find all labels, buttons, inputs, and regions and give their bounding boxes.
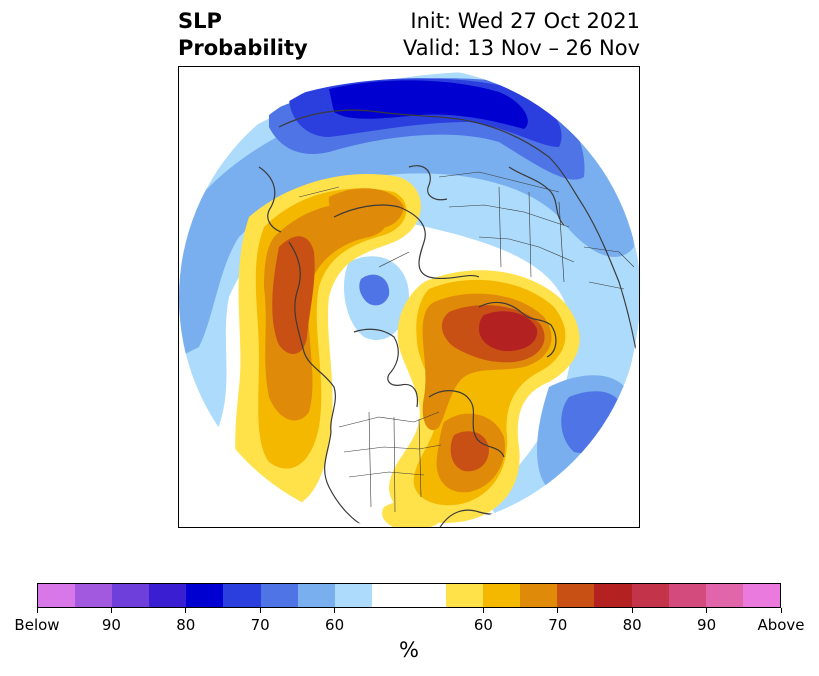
title-right: Init: Wed 27 Oct 2021 Valid: 13 Nov – 26… [403, 8, 640, 62]
colorbar-tick-label: 70 [548, 616, 568, 634]
colorbar-segment [371, 584, 409, 607]
colorbar-tick [780, 608, 782, 613]
above-80-atlantic [479, 311, 538, 352]
colorbar-segment [260, 584, 298, 607]
colorbar-tick-label: 80 [622, 616, 642, 634]
title-type: Probability [178, 36, 308, 60]
colorbar-segment [297, 584, 335, 607]
above-60-gulf [382, 500, 441, 527]
colorbar-segment [408, 584, 447, 607]
above-75-pacific [272, 236, 315, 355]
below-70-pacific [359, 274, 390, 306]
colorbar-tick [259, 608, 261, 613]
colorbar-segment [186, 584, 224, 607]
colorbar-segment [705, 584, 743, 607]
political-boundaries [298, 171, 635, 513]
colorbar-segment [446, 584, 484, 607]
colorbar-tick-label: 60 [325, 616, 345, 634]
colorbar-tick-label: 60 [473, 616, 493, 634]
colorbar-unit-label: % [399, 638, 419, 662]
map-panel [178, 66, 640, 528]
below-80-region [329, 80, 528, 129]
colorbar-tick-label: Below [14, 616, 60, 634]
probability-map [179, 67, 639, 527]
colorbar-tick-label: Above [757, 616, 805, 634]
colorbar-segment [112, 584, 150, 607]
colorbar-segment [483, 584, 521, 607]
colorbar-tick-label: 70 [250, 616, 270, 634]
colorbar-tick-label: 90 [101, 616, 121, 634]
colorbar-tick [631, 608, 633, 613]
title-variable: SLP [178, 9, 222, 33]
colorbar-tick [482, 608, 484, 613]
colorbar-tick [185, 608, 187, 613]
colorbar-segment [631, 584, 669, 607]
colorbar-tick [36, 608, 38, 613]
colorbar-segment [594, 584, 632, 607]
colorbar-tick-label: 90 [697, 616, 717, 634]
colorbar-segment [223, 584, 261, 607]
colorbar-tick [110, 608, 112, 613]
colorbar-segment [149, 584, 187, 607]
colorbar [37, 583, 781, 608]
valid-range: Valid: 13 Nov – 26 Nov [403, 36, 640, 60]
colorbar-segment [38, 584, 76, 607]
below-70-atlantic [561, 391, 624, 454]
colorbar-segment [668, 584, 706, 607]
colorbar-tick [557, 608, 559, 613]
coastlines [258, 109, 639, 527]
above-70-nw [328, 188, 404, 229]
colorbar-segment [557, 584, 595, 607]
colorbar-segment [742, 584, 780, 607]
colorbar-tick-label: 80 [176, 616, 196, 634]
init-date: Init: Wed 27 Oct 2021 [410, 9, 640, 33]
colorbar-segment [334, 584, 372, 607]
colorbar-segment [520, 584, 558, 607]
colorbar-tick [706, 608, 708, 613]
colorbar-segment [75, 584, 113, 607]
title-left: SLP Probability [178, 8, 308, 62]
colorbar-tick [334, 608, 336, 613]
